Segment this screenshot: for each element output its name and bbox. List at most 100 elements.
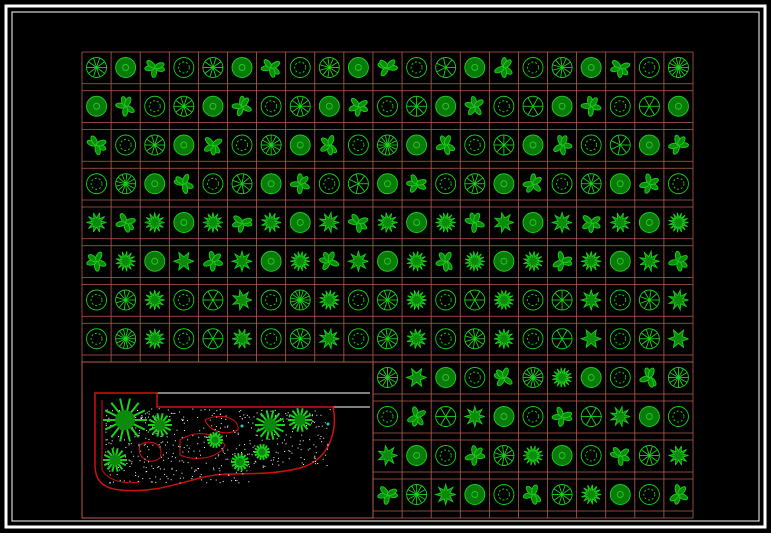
gravel-dot xyxy=(251,454,253,456)
symbol-outline xyxy=(173,57,195,78)
gravel-dot xyxy=(278,464,280,466)
symbol-spoke xyxy=(328,58,334,68)
symbol-leaf xyxy=(647,367,655,379)
symbol-core xyxy=(180,141,188,149)
gravel-dot xyxy=(106,439,108,441)
plant-crown xyxy=(263,418,277,432)
symbol-spoke xyxy=(232,183,243,188)
gravel-dot xyxy=(128,444,130,446)
plant-symbol xyxy=(173,328,195,350)
plant-symbol xyxy=(377,173,398,195)
gravel-dot xyxy=(134,434,136,436)
symbol-spoke xyxy=(291,293,301,301)
gravel-dot xyxy=(143,444,145,446)
gravel-dot xyxy=(225,418,227,420)
plant-symbol xyxy=(172,251,194,272)
gravel-dot xyxy=(137,409,139,411)
symbol-spoke xyxy=(125,294,135,301)
symbol-star xyxy=(231,288,253,312)
symbol-spoke xyxy=(207,291,214,301)
plant-symbol xyxy=(144,328,165,349)
gravel-dot xyxy=(167,409,169,411)
symbol-spoke xyxy=(378,144,388,150)
gravel-dot xyxy=(179,482,181,484)
plant-symbol xyxy=(464,212,485,233)
gravel-dot xyxy=(247,422,249,424)
gravel-dot xyxy=(138,445,140,447)
plant-symbol xyxy=(261,212,282,233)
symbol-outline xyxy=(377,406,398,427)
symbol-spoke xyxy=(88,61,97,68)
gravel-dot xyxy=(312,420,314,422)
symbol-inner xyxy=(352,294,365,306)
garden-panel xyxy=(81,361,374,519)
symbol-spoke xyxy=(561,329,568,339)
gravel-dot xyxy=(249,443,251,445)
plant-symbol xyxy=(464,57,486,78)
gravel-dot xyxy=(297,447,299,449)
gravel-dot xyxy=(213,467,215,469)
gravel-dot xyxy=(128,443,130,445)
gravel-dot xyxy=(248,481,250,483)
gravel-dot xyxy=(261,410,263,412)
symbol-spoke xyxy=(116,334,126,340)
symbol-spoke xyxy=(180,106,185,116)
gravel-dot xyxy=(199,450,201,452)
symbol-spoke xyxy=(561,67,567,77)
gravel-dot xyxy=(109,481,111,483)
gravel-dot xyxy=(172,452,174,454)
gravel-dot xyxy=(197,467,199,469)
symbol-star xyxy=(318,211,340,234)
symbol-spoke xyxy=(387,377,393,387)
gravel-dot xyxy=(151,433,153,435)
gravel-dot xyxy=(216,416,218,418)
symbol-core xyxy=(471,491,479,498)
plant-symbol xyxy=(406,484,428,505)
gravel-dot xyxy=(197,443,199,445)
symbol-spoke xyxy=(387,140,397,146)
gravel-dot xyxy=(129,460,131,462)
plant-symbol xyxy=(668,250,688,272)
gravel-dot xyxy=(140,416,142,418)
gravel-dot xyxy=(131,463,133,465)
plant-symbol xyxy=(115,213,136,233)
symbol-spoke xyxy=(385,328,388,339)
symbol-spoke xyxy=(180,96,185,107)
plant-symbol xyxy=(435,57,457,78)
gravel-dot xyxy=(314,460,316,462)
symbol-outline xyxy=(202,173,224,195)
symbol-inner xyxy=(527,61,539,74)
plant-symbol xyxy=(347,134,369,156)
symbol-spoke xyxy=(641,449,650,456)
symbol-spoke xyxy=(558,484,563,495)
garden-plan xyxy=(81,361,374,519)
symbol-spoke xyxy=(241,173,245,184)
symbol-leaf xyxy=(473,212,481,224)
symbol-spoke xyxy=(262,144,272,151)
gravel-dot xyxy=(288,458,290,460)
symbol-core xyxy=(529,141,537,149)
symbol-outline xyxy=(580,367,602,388)
symbol-core xyxy=(645,219,653,226)
symbol-spoke xyxy=(121,183,127,194)
symbol-spoke xyxy=(474,174,479,184)
symbol-spoke xyxy=(409,98,417,107)
plant-symbol xyxy=(377,212,398,233)
gravel-dot xyxy=(106,409,108,411)
symbol-core xyxy=(325,102,333,110)
gravel-dot xyxy=(107,463,109,465)
symbol-core xyxy=(151,180,159,188)
plant-symbol xyxy=(347,289,369,311)
symbol-leaf xyxy=(677,255,688,263)
symbol-leaf xyxy=(444,251,452,262)
plant-symbol xyxy=(319,289,340,311)
symbol-spoke xyxy=(619,144,627,154)
symbol-leaf xyxy=(560,135,568,146)
gravel-dot xyxy=(274,409,276,411)
symbol-spoke xyxy=(648,97,655,107)
symbol-outline xyxy=(493,250,515,272)
gravel-dot xyxy=(162,441,164,443)
symbol-spoke xyxy=(494,452,505,456)
plant-symbol xyxy=(609,328,631,350)
symbol-spoke xyxy=(328,67,334,77)
